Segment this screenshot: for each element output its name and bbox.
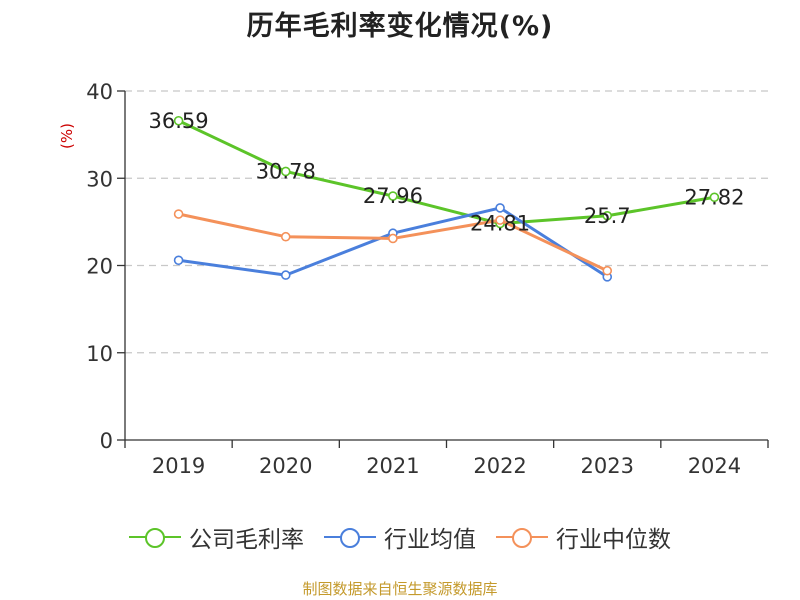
data-label: 27.96 — [363, 184, 423, 208]
x-tick-label: 2024 — [688, 454, 741, 478]
x-tick-label: 2022 — [473, 454, 526, 478]
legend-circle-icon — [340, 528, 360, 548]
y-tick-label: 30 — [86, 167, 113, 191]
legend-item-company-gross-margin[interactable]: 公司毛利率 — [129, 520, 304, 554]
data-point — [602, 265, 613, 276]
x-tick-label: 2023 — [581, 454, 634, 478]
legend-circle-icon — [145, 528, 165, 548]
legend-item-industry-median[interactable]: 行业中位数 — [496, 520, 671, 554]
legend-marker-icon — [496, 528, 548, 548]
legend-label: 行业中位数 — [556, 527, 671, 553]
chart-title: 历年毛利率变化情况(%) — [246, 11, 554, 42]
x-tick-label: 2021 — [366, 454, 419, 478]
data-point — [495, 215, 505, 225]
data-point — [280, 270, 291, 280]
series-layer — [173, 115, 720, 282]
y-tick-label: 20 — [86, 255, 113, 279]
data-point — [280, 231, 291, 242]
data-label-layer: 36.59 30.78 27.96 24.81 25.7 27.82 — [149, 109, 745, 236]
x-tick-label: 2020 — [259, 454, 312, 478]
legend: 公司毛利率 行业均值 行业中位数 — [0, 520, 800, 554]
data-point — [280, 166, 291, 177]
data-point — [388, 233, 398, 244]
data-label: 27.82 — [684, 185, 744, 209]
y-tick-label: 40 — [86, 80, 113, 104]
legend-marker-icon — [324, 528, 376, 548]
data-point — [709, 192, 720, 203]
data-point — [173, 209, 184, 219]
x-tick-label: 2019 — [152, 454, 205, 478]
legend-circle-icon — [512, 528, 532, 548]
data-label: 30.78 — [256, 159, 316, 183]
data-label: 36.59 — [149, 109, 209, 133]
legend-label: 行业均值 — [384, 527, 476, 553]
legend-marker-icon — [129, 528, 181, 548]
source-note: 制图数据来自恒生聚源数据库 — [302, 580, 498, 598]
series-line — [177, 119, 715, 226]
legend-label: 公司毛利率 — [189, 527, 304, 553]
data-point — [173, 115, 184, 126]
y-tick-label: 10 — [86, 342, 113, 366]
axis-layer: 0 10 20 30 40 2019 2020 2021 2022 2023 2024 — [86, 80, 769, 478]
legend-item-industry-average[interactable]: 行业均值 — [324, 520, 476, 554]
data-label: 24.81 — [470, 212, 530, 236]
data-point — [495, 203, 505, 213]
data-point — [388, 191, 398, 201]
y-tick-label: 0 — [100, 429, 113, 453]
data-point — [173, 255, 184, 266]
data-point — [602, 210, 613, 221]
data-label: 25.7 — [584, 204, 631, 228]
